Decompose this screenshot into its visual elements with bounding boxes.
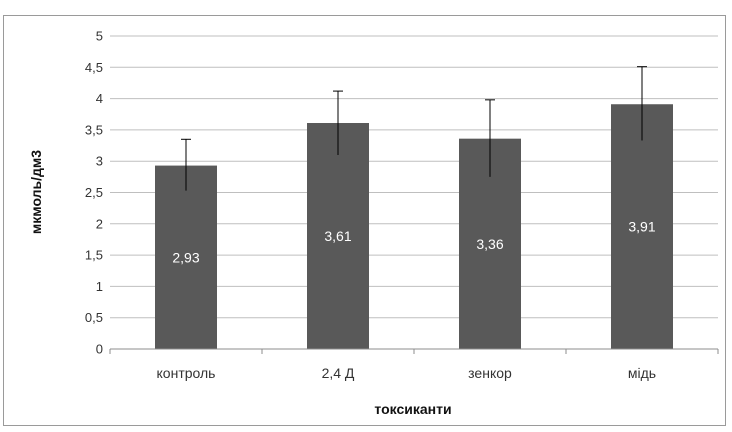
y-axis-title: мкмоль/дм3	[28, 150, 44, 234]
x-tick-label: контроль	[157, 365, 216, 381]
x-tick-label: зенкор	[468, 365, 512, 381]
data-label: 3,36	[476, 236, 503, 252]
data-label: 3,91	[628, 219, 655, 235]
y-tick-label: 4	[96, 91, 103, 106]
y-tick-label: 2	[96, 216, 103, 231]
bar	[155, 165, 217, 349]
data-label: 2,93	[172, 249, 199, 265]
data-label: 3,61	[324, 228, 351, 244]
bar	[307, 123, 369, 349]
x-tick-label: 2,4 Д	[322, 365, 355, 381]
y-tick-label: 5	[96, 29, 103, 44]
bars	[155, 66, 673, 349]
x-tick-label: мідь	[628, 365, 656, 381]
x-axis-title: токсиканти	[374, 401, 451, 417]
y-tick-label: 3,5	[85, 122, 103, 137]
bar	[611, 104, 673, 349]
axes	[109, 348, 719, 354]
y-tick-label: 2,5	[85, 185, 103, 200]
labels: 0 0,5 1 1,5 2 2,5 3 3,5 4 4,5 5 2,93 контроль 3,61 2,4…	[85, 29, 656, 382]
y-tick-label: 3	[96, 154, 103, 169]
y-tick-label: 1	[96, 279, 103, 294]
y-tick-label: 0	[96, 342, 103, 357]
y-tick-label: 0,5	[85, 310, 103, 325]
y-tick-label: 4,5	[85, 60, 103, 75]
y-tick-label: 1,5	[85, 248, 103, 263]
